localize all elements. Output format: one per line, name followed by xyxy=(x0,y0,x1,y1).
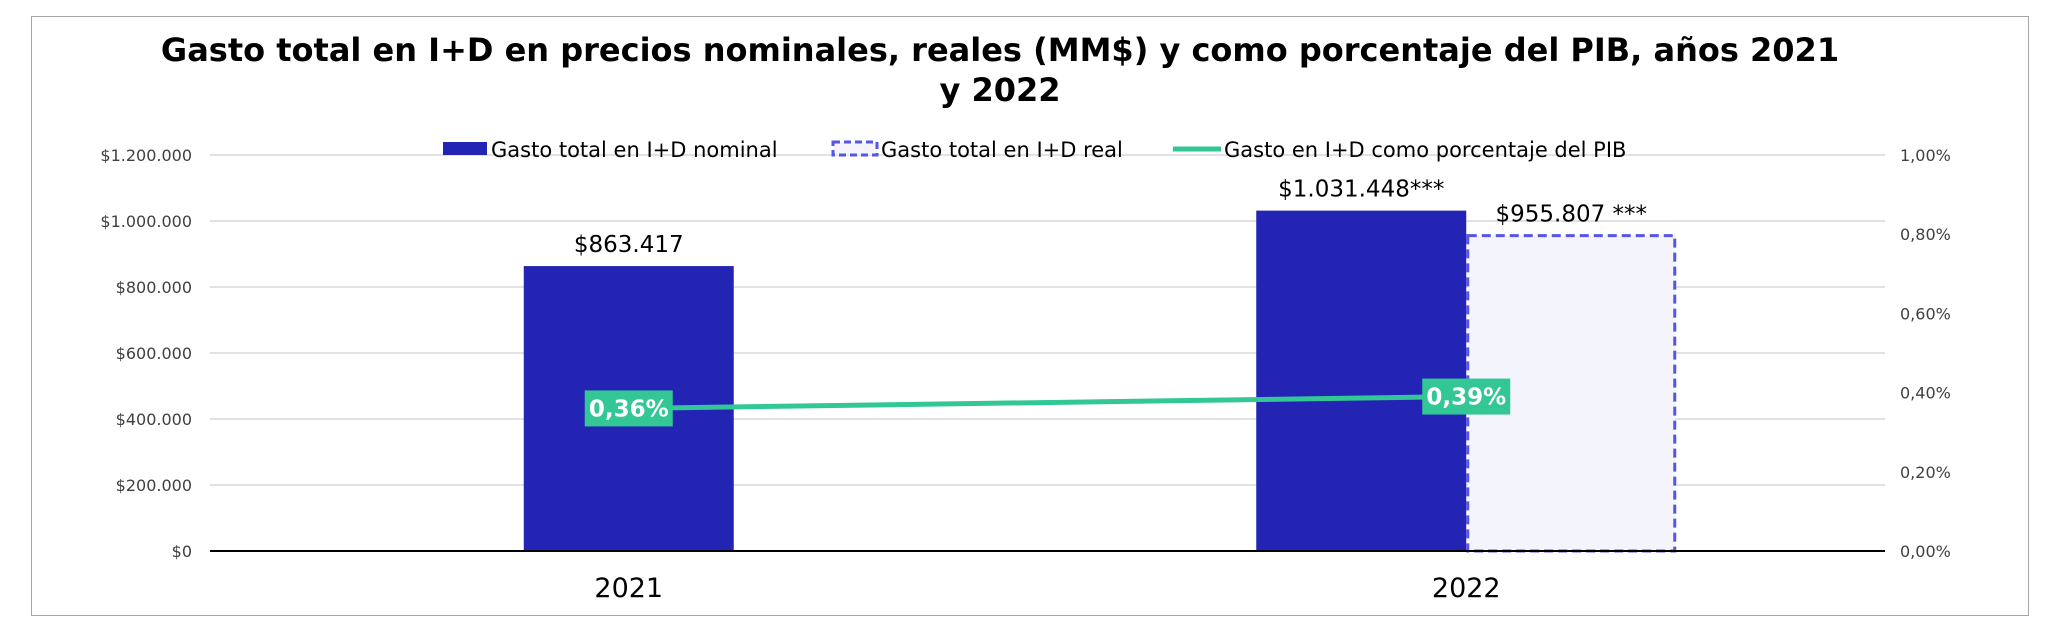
legend-label-nominal: Gasto total en I+D nominal xyxy=(491,138,778,162)
data-label-nominal: $1.031.448*** xyxy=(1278,177,1444,203)
data-label-real: $955.807 *** xyxy=(1495,202,1647,228)
y-right-tick-label: 0,60% xyxy=(1900,304,1951,323)
legend-swatch-real xyxy=(831,140,879,157)
line-pct-pib xyxy=(628,394,1467,411)
y-left-tick-label: $200.000 xyxy=(116,476,192,495)
pct-label-box xyxy=(1422,378,1511,415)
y-right-tick-label: 1,00% xyxy=(1900,146,1951,165)
y-right-tick-label: 0,40% xyxy=(1900,384,1951,403)
data-label-nominal: $863.417 xyxy=(574,232,684,258)
y-left-tick-label: $1.200.000 xyxy=(100,146,192,165)
y-left-tick-label: $400.000 xyxy=(116,410,192,429)
y-left-tick-label: $0 xyxy=(172,542,192,561)
legend-swatch-nominal xyxy=(443,142,487,155)
y-left-tick-label: $600.000 xyxy=(116,344,192,363)
x-tick-label: 2021 xyxy=(594,573,663,604)
x-tick-label: 2022 xyxy=(1432,573,1501,604)
y-right-tick-label: 0,00% xyxy=(1900,542,1951,561)
pct-label: 0,39% xyxy=(1426,385,1506,411)
chart-title: Gasto total en I+D en precios nominales,… xyxy=(160,31,1840,109)
legend-label-real: Gasto total en I+D real xyxy=(881,138,1123,162)
y-right-tick-label: 0,20% xyxy=(1900,463,1951,482)
pct-label: 0,36% xyxy=(589,396,669,422)
y-left-tick-label: $1.000.000 xyxy=(100,212,192,231)
y-right-tick-label: 0,80% xyxy=(1900,225,1951,244)
legend-label-pct: Gasto en I+D como porcentaje del PIB xyxy=(1224,138,1626,162)
y-left-tick-label: $800.000 xyxy=(116,278,192,297)
pct-label-box xyxy=(584,390,673,427)
chart-frame xyxy=(31,16,2029,616)
